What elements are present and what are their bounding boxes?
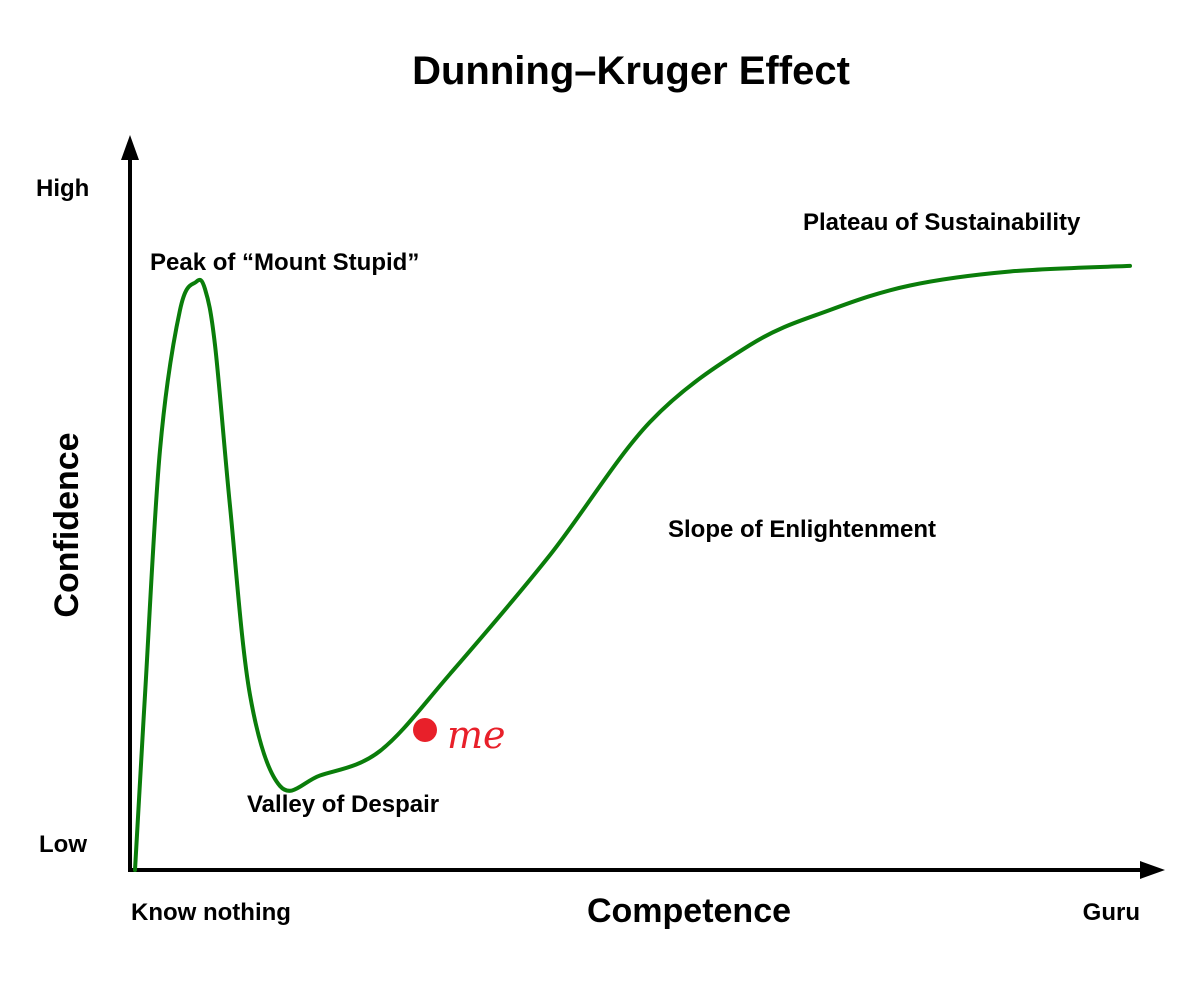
confidence-curve: [133, 263, 1132, 872]
x-axis-title: Competence: [587, 892, 791, 930]
chart-title: Dunning–Kruger Effect: [412, 49, 850, 93]
axes: [121, 135, 1165, 879]
y-tick-low: Low: [39, 831, 87, 858]
y-axis-arrow-icon: [121, 135, 139, 160]
annotation-slope-of-enlightenment: Slope of Enlightenment: [668, 516, 936, 543]
y-axis-title: Confidence: [48, 432, 86, 617]
annotation-plateau-of-sustainability: Plateau of Sustainability: [803, 209, 1081, 236]
x-tick-guru: Guru: [1083, 899, 1140, 926]
annotation-valley-of-despair: Valley of Despair: [247, 791, 439, 818]
x-tick-know-nothing: Know nothing: [131, 899, 291, 926]
x-axis-arrow-icon: [1140, 861, 1165, 879]
annotation-peak-mount-stupid: Peak of “Mount Stupid”: [150, 249, 419, 276]
me-marker-label: me: [447, 713, 506, 757]
me-marker-dot: [413, 718, 437, 742]
y-tick-high: High: [36, 175, 89, 202]
